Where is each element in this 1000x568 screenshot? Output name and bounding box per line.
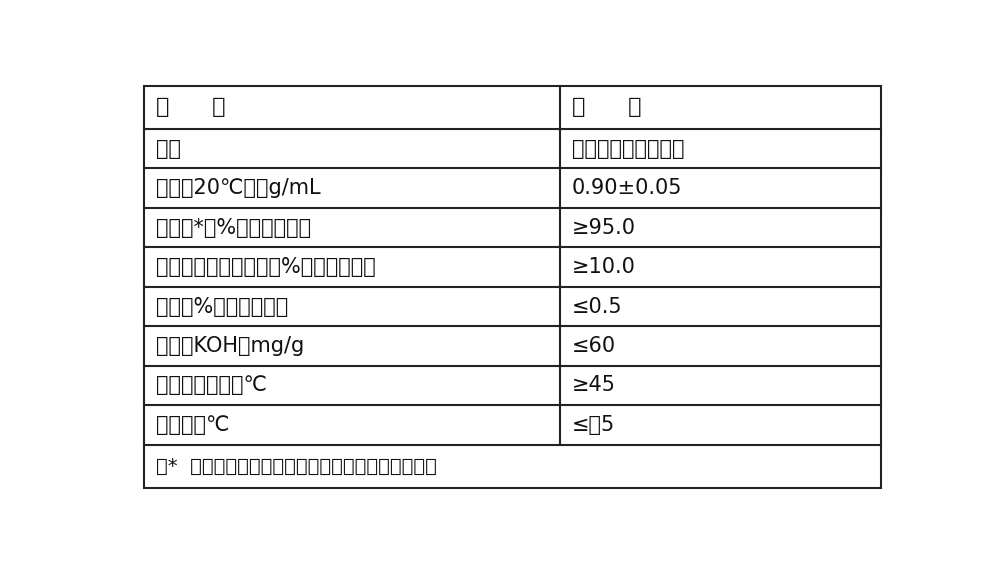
Text: 脂肪酸单烷基酯含量，%（质量分数）: 脂肪酸单烷基酯含量，%（质量分数） xyxy=(156,257,376,277)
Text: 指      标: 指 标 xyxy=(572,97,641,118)
Text: ≥10.0: ≥10.0 xyxy=(572,257,636,277)
Text: 水分，%（质量分数）: 水分，%（质量分数） xyxy=(156,296,288,316)
Text: 密度（20℃），g/mL: 密度（20℃），g/mL xyxy=(156,178,321,198)
Text: ≥45: ≥45 xyxy=(572,375,616,395)
Text: 0.90±0.05: 0.90±0.05 xyxy=(572,178,682,198)
Text: 酸値，KOH，mg/g: 酸値，KOH，mg/g xyxy=(156,336,304,356)
Text: 闪点（闭口），℃: 闪点（闭口），℃ xyxy=(156,375,267,395)
Text: 注*  指菇烯类与脂肪酸单烷基酯类化合物的总含量。: 注* 指菇烯类与脂肪酸单烷基酯类化合物的总含量。 xyxy=(156,457,437,476)
Text: 项      目: 项 目 xyxy=(156,97,226,118)
Text: 冷凝点，℃: 冷凝点，℃ xyxy=(156,415,230,435)
Text: ≤－5: ≤－5 xyxy=(572,415,615,435)
Text: 淡黄色透明油状液体: 淡黄色透明油状液体 xyxy=(572,139,684,159)
Text: ≤60: ≤60 xyxy=(572,336,616,356)
Text: 外观: 外观 xyxy=(156,139,181,159)
Text: 总含量*，%（质量分数）: 总含量*，%（质量分数） xyxy=(156,218,311,237)
Text: ≤0.5: ≤0.5 xyxy=(572,296,623,316)
Text: ≥95.0: ≥95.0 xyxy=(572,218,636,237)
